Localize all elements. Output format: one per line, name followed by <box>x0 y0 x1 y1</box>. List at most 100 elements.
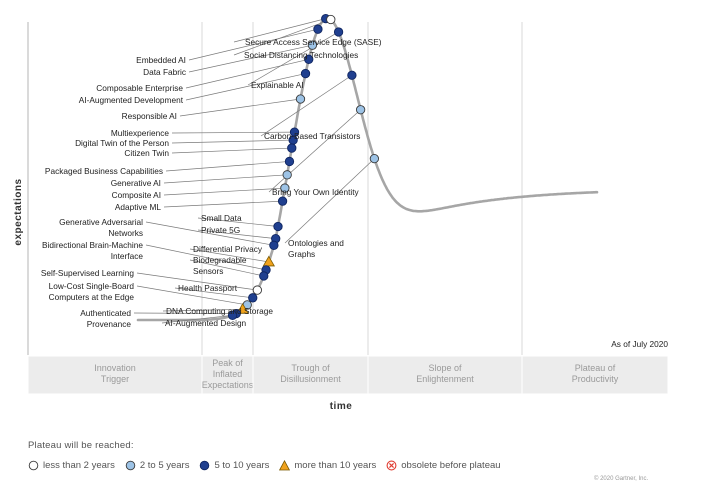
leader-bidirectional-brain-machine-interface <box>145 244 267 271</box>
label-explainable-ai: Explainable AI <box>251 80 304 90</box>
label-ai-augmented-design: AI-Augmented Design <box>165 318 247 328</box>
label-differential-privacy: Differential Privacy <box>193 244 263 254</box>
phase-band-5 <box>521 355 669 395</box>
leader-packaged-business-capabilities <box>165 161 290 172</box>
label-biodegradable-sensors: Biodegradable Sensors <box>193 255 247 276</box>
leader-authenticated-provenance <box>133 312 237 314</box>
label-packaged-business-capabilities: Packaged Business Capabilities <box>45 166 163 176</box>
leader-generative-ai <box>163 174 288 184</box>
phase-label-innovation-trigger: Innovation Trigger <box>94 363 136 384</box>
marker-small-data <box>273 221 283 232</box>
phase-band-3 <box>252 355 369 395</box>
leader-self-supervised-learning <box>136 272 258 291</box>
legend-label: 2 to 5 years <box>139 460 190 471</box>
leader-adaptive-ml <box>163 200 283 208</box>
phase-band-1 <box>27 355 203 395</box>
copyright-mark: © 2020 Gartner, Inc. <box>594 476 649 482</box>
leader-explainable-ai <box>247 31 339 86</box>
leader-embedded-ai <box>188 28 319 61</box>
marker-embedded-ai <box>313 24 323 34</box>
label-dna-computing-and-storage: DNA Computing and Storage <box>166 306 273 316</box>
label-secure-access-service-edge-sase: Secure Access Service Edge (SASE) <box>245 37 382 47</box>
marker-ai-augmented-development <box>300 68 311 79</box>
leader-bring-your-own-identity <box>268 109 361 193</box>
marker-self-supervised-learning <box>252 285 262 295</box>
leader-multiexperience <box>171 131 295 134</box>
y-axis-title: expectations <box>13 178 24 245</box>
label-digital-twin-of-the-person: Digital Twin of the Person <box>75 138 169 148</box>
label-bring-your-own-identity: Bring Your Own Identity <box>272 187 360 197</box>
marker-responsible-ai <box>295 94 306 104</box>
leader-ai-augmented-development <box>185 73 306 101</box>
marker-social-distancing-technologies <box>326 14 336 25</box>
marker-generative-ai <box>282 170 292 180</box>
marker-adaptive-ml <box>277 196 288 206</box>
legend-item-lt2: less than 2 years <box>28 460 115 471</box>
legend-row: less than 2 years 2 to 5 years 5 to 10 yea… <box>28 460 507 471</box>
label-generative-ai: Generative AI <box>111 178 161 188</box>
marker-biodegradable-sensors <box>259 271 269 281</box>
leader-citizen-twin <box>171 147 292 154</box>
point-labels: Secure Access Service Edge (SASE) Social … <box>41 37 382 329</box>
label-adaptive-ml: Adaptive ML <box>115 202 162 212</box>
hype-curve <box>136 16 599 322</box>
phase-label-plateau-of-productivity: Plateau of Productivity <box>572 363 619 384</box>
leader-dna-computing-and-storage <box>162 308 243 312</box>
marker-packaged-business-capabilities <box>284 156 295 167</box>
legend-label: more than 10 years <box>294 460 377 471</box>
label-embedded-ai: Embedded AI <box>136 55 186 65</box>
legend-symbol-gt10-icon <box>279 460 291 471</box>
legend-symbol-lt2-icon <box>28 460 39 471</box>
leader-private-5g <box>197 229 276 239</box>
label-ai-augmented-development: AI-Augmented Development <box>79 95 184 105</box>
label-private-5g: Private 5G <box>201 225 240 235</box>
legend-label: 5 to 10 years <box>214 460 270 471</box>
label-social-distancing-technologies: Social Distancing Technologies <box>244 50 358 60</box>
as-of-date: As of July 2020 <box>611 339 668 349</box>
leader-secure-access-service-edge-sase <box>233 18 326 43</box>
x-axis-title: time <box>330 401 353 412</box>
leader-social-distancing-technologies <box>233 19 331 56</box>
leader-carbon-based-transistors <box>260 74 353 137</box>
legend-symbol-5to10-icon <box>200 460 210 471</box>
legend-symbol-obsolete-icon <box>386 460 397 471</box>
legend-label: obsolete before plateau <box>401 460 501 471</box>
curve-markers <box>227 13 380 320</box>
leader-biodegradable-sensors <box>189 259 264 277</box>
marker-carbon-based-transistors <box>347 70 357 80</box>
legend-item-2to5: 2 to 5 years <box>125 460 190 471</box>
leader-generative-adversarial-networks <box>145 221 274 246</box>
label-authenticated-provenance: Authenticated Provenance <box>80 308 131 329</box>
label-small-data: Small Data <box>201 213 242 223</box>
legend-symbol-2to5-icon <box>125 460 136 471</box>
legend-item-gt10: more than 10 years <box>279 460 376 471</box>
marker-bring-your-own-identity <box>355 105 366 115</box>
leader-responsible-ai <box>179 98 301 117</box>
leader-ai-augmented-design <box>161 314 233 324</box>
marker-composite-ai <box>280 183 290 193</box>
label-composite-ai: Composite AI <box>112 190 161 200</box>
label-generative-adversarial-networks: Generative Adversarial Networks <box>59 217 143 238</box>
legend-title: Plateau will be reached: <box>28 440 134 451</box>
leader-small-data <box>197 217 279 227</box>
marker-citizen-twin <box>287 143 297 153</box>
label-ontologies-and-graphs: Ontologies and Graphs <box>288 238 344 259</box>
label-carbon-based-transistors: Carbon-Based Transistors <box>264 131 360 141</box>
leader-differential-privacy <box>189 248 269 263</box>
label-data-fabric: Data Fabric <box>143 67 186 77</box>
marker-ontologies-and-graphs <box>369 153 380 164</box>
leader-data-fabric <box>188 44 313 73</box>
marker-generative-adversarial-networks <box>269 240 279 250</box>
label-bidirectional-brain-machine-interface: Bidirectional Brain-Machine Interface <box>42 240 143 261</box>
label-citizen-twin: Citizen Twin <box>124 148 169 158</box>
marker-composable-enterprise <box>304 54 314 64</box>
leader-low-cost-single-board-computers-at-the-edge <box>136 285 248 306</box>
phase-label-trough-of-disillusionment: Trough of Disillusionment <box>280 363 341 384</box>
label-responsible-ai: Responsible AI <box>122 111 177 121</box>
legend: Plateau will be reached: less than 2 yea… <box>28 440 507 471</box>
leader-ontologies-and-graphs <box>284 158 375 244</box>
legend-label: less than 2 years <box>43 460 115 471</box>
leader-composite-ai <box>163 187 285 196</box>
label-multiexperience: Multiexperience <box>111 128 169 138</box>
phase-band: Innovation Trigger Peak of Inflated Expectat… <box>27 355 669 395</box>
